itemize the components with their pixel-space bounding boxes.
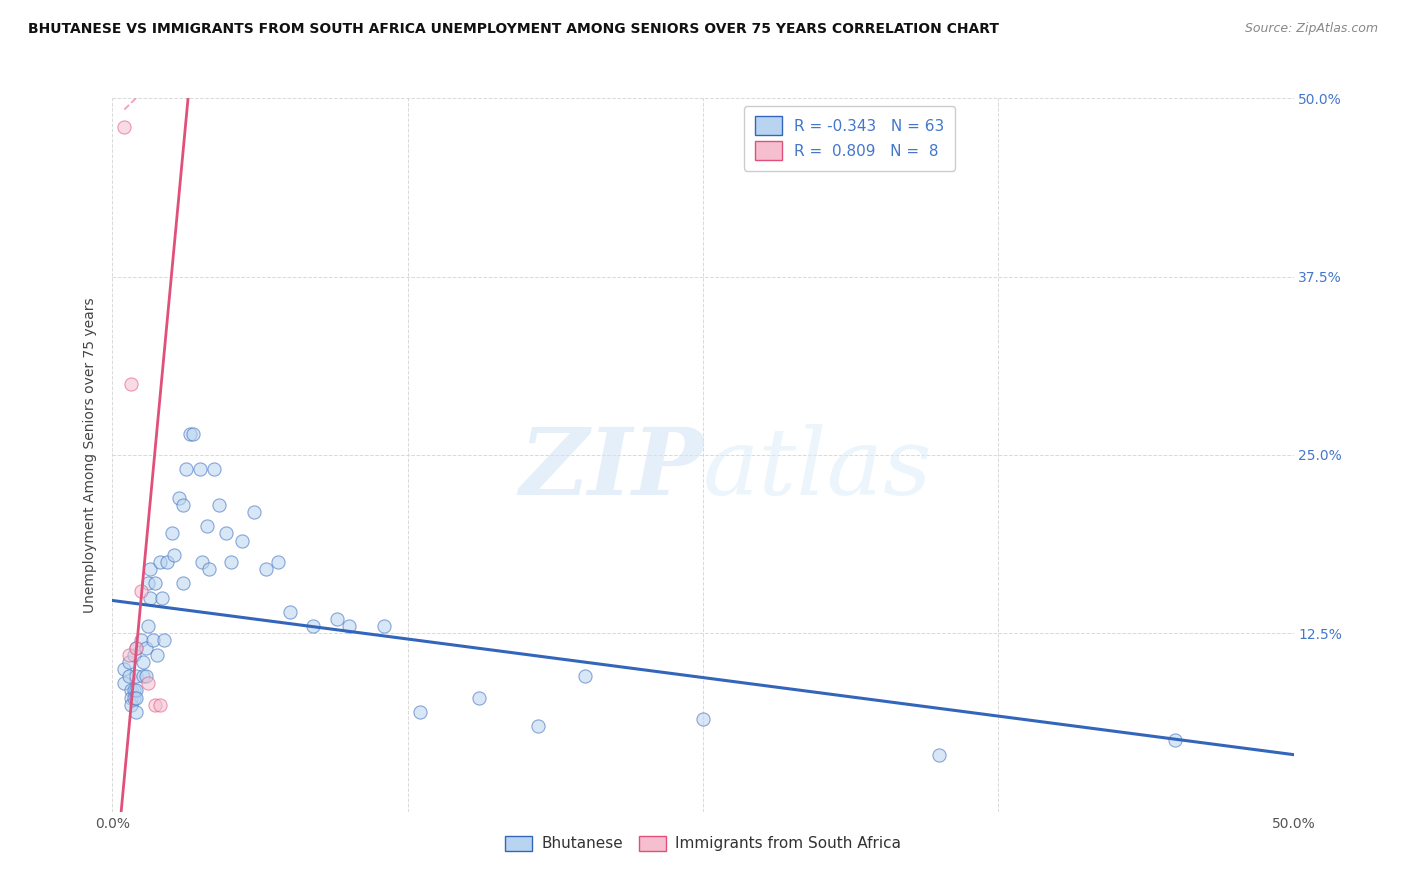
Point [129, 633, 152, 648]
Point [135, 669, 157, 683]
Point [118, 648, 141, 662]
Point [188, 462, 211, 476]
Point [149, 698, 172, 712]
Point [122, 683, 145, 698]
Point [125, 640, 148, 655]
Point [120, 376, 142, 391]
Point [125, 669, 148, 683]
Point [179, 426, 201, 441]
Point [146, 648, 169, 662]
Point [129, 583, 152, 598]
Point [118, 669, 141, 683]
Point [112, 676, 135, 690]
Y-axis label: Unemployment Among Seniors over 75 years: Unemployment Among Seniors over 75 years [83, 297, 97, 613]
Legend: Bhutanese, Immigrants from South Africa: Bhutanese, Immigrants from South Africa [499, 830, 907, 857]
Point [408, 705, 430, 719]
Point [1164, 733, 1187, 747]
Point [373, 619, 395, 633]
Point [163, 548, 186, 562]
Point [267, 555, 290, 569]
Point [132, 655, 155, 669]
Point [149, 555, 172, 569]
Point [135, 640, 157, 655]
Point [219, 555, 242, 569]
Point [112, 662, 135, 676]
Point [150, 591, 173, 605]
Point [122, 690, 145, 705]
Point [692, 712, 714, 726]
Point [125, 690, 148, 705]
Text: Source: ZipAtlas.com: Source: ZipAtlas.com [1244, 22, 1378, 36]
Point [231, 533, 253, 548]
Point [174, 462, 197, 476]
Point [243, 505, 266, 519]
Point [278, 605, 301, 619]
Point [139, 562, 162, 576]
Text: BHUTANESE VS IMMIGRANTS FROM SOUTH AFRICA UNEMPLOYMENT AMONG SENIORS OVER 75 YEA: BHUTANESE VS IMMIGRANTS FROM SOUTH AFRIC… [28, 22, 1000, 37]
Point [125, 640, 148, 655]
Point [136, 619, 159, 633]
Point [118, 655, 141, 669]
Point [208, 498, 231, 512]
Point [167, 491, 190, 505]
Point [125, 705, 148, 719]
Point [326, 612, 349, 626]
Point [142, 633, 165, 648]
Point [136, 676, 159, 690]
Point [172, 576, 194, 591]
Point [195, 519, 218, 533]
Point [120, 683, 142, 698]
Point [125, 683, 148, 698]
Point [526, 719, 548, 733]
Point [160, 526, 183, 541]
Point [132, 669, 155, 683]
Point [198, 562, 221, 576]
Point [143, 576, 166, 591]
Point [181, 426, 204, 441]
Point [574, 669, 596, 683]
Point [337, 619, 360, 633]
Point [139, 591, 162, 605]
Text: atlas: atlas [703, 425, 932, 514]
Point [122, 648, 145, 662]
Point [928, 747, 950, 762]
Point [112, 120, 135, 134]
Point [254, 562, 277, 576]
Point [191, 555, 214, 569]
Point [143, 698, 166, 712]
Point [215, 526, 238, 541]
Point [302, 619, 325, 633]
Point [136, 576, 159, 591]
Point [156, 555, 179, 569]
Point [153, 633, 176, 648]
Point [172, 498, 194, 512]
Point [467, 690, 489, 705]
Point [120, 698, 142, 712]
Text: ZIP: ZIP [519, 425, 703, 514]
Point [202, 462, 225, 476]
Point [120, 690, 142, 705]
